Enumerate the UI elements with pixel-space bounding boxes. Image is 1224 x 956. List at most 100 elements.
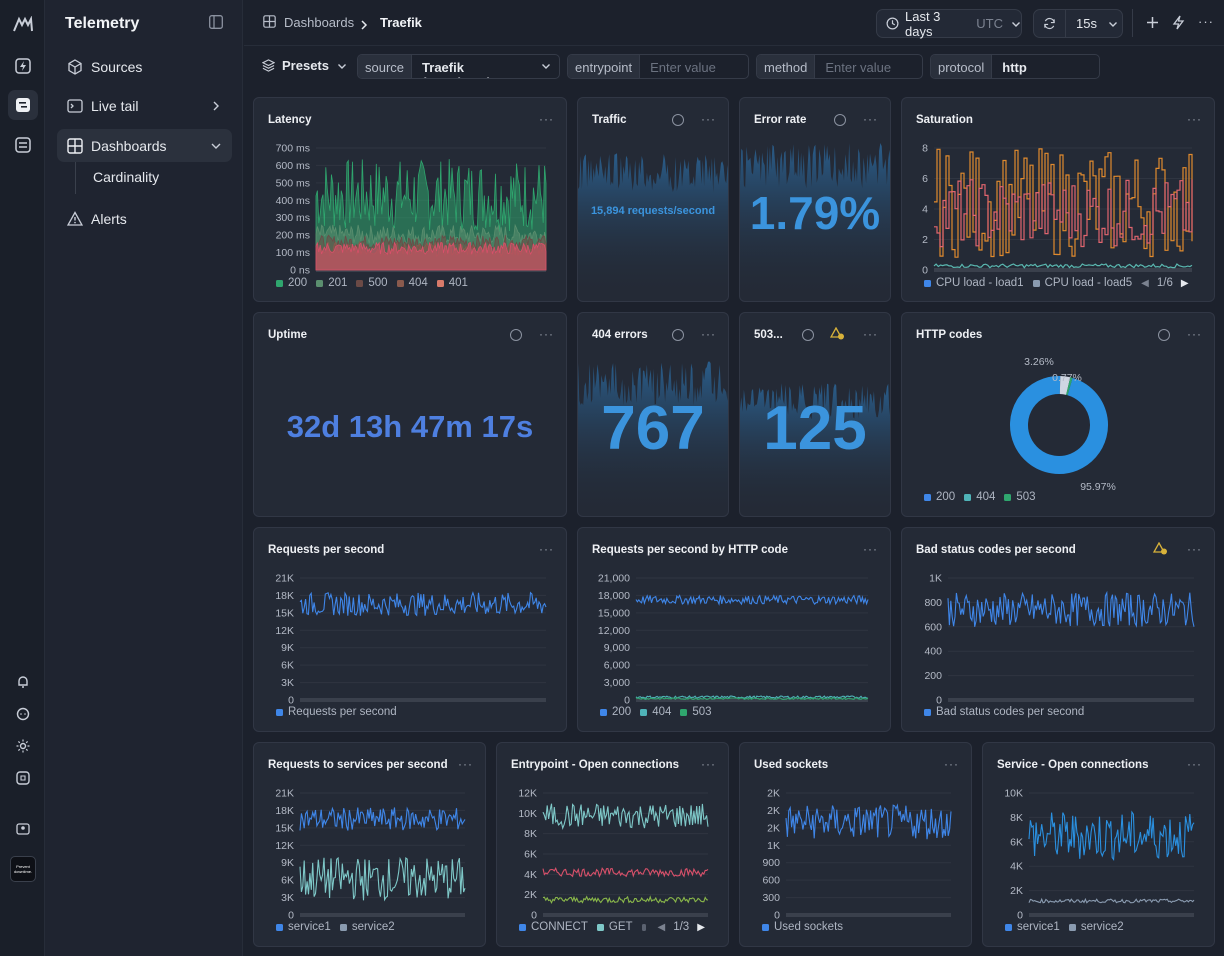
more-icon[interactable]: ··· <box>1198 14 1214 29</box>
legend-next-icon[interactable]: ▶ <box>697 921 705 933</box>
legend-item[interactable]: 200 <box>600 706 631 718</box>
legend-item[interactable]: 201 <box>316 277 347 289</box>
breadcrumb-dashboards[interactable]: Dashboards <box>284 15 355 30</box>
y-tick-label: 0 <box>288 695 294 707</box>
y-tick-label: 200 <box>924 670 942 682</box>
time-range-picker[interactable]: Last 3 days UTC <box>876 9 1022 39</box>
y-tick-label: 300 <box>762 892 780 904</box>
plus-icon[interactable] <box>1146 16 1159 34</box>
more-icon[interactable]: ··· <box>701 112 716 126</box>
series-line <box>635 695 869 700</box>
filter-source[interactable]: source Traefik (templates) <box>357 54 560 79</box>
series-line <box>299 856 466 902</box>
more-icon[interactable]: ··· <box>863 112 878 126</box>
more-icon[interactable]: ··· <box>701 757 716 771</box>
filter-value[interactable]: http <box>1002 60 1027 75</box>
legend-item[interactable]: 503 <box>1004 491 1036 503</box>
status-circle-icon[interactable] <box>834 114 846 126</box>
legend-item[interactable]: 503 <box>680 706 712 718</box>
filter-entrypoint[interactable]: entrypoint Enter value <box>567 54 749 79</box>
sparkline-background <box>740 383 890 516</box>
legend-item[interactable]: service1 <box>276 921 331 933</box>
more-icon[interactable]: ··· <box>701 327 716 341</box>
legend-prev-icon[interactable]: ◀ <box>657 921 666 933</box>
legend-item[interactable]: 500 <box>356 277 388 289</box>
legend-item[interactable]: CONNECT <box>519 921 588 933</box>
y-tick-label: 700 ms <box>276 143 310 155</box>
more-icon[interactable]: ··· <box>863 327 878 341</box>
panel-title: Latency <box>268 114 312 126</box>
series-line <box>1028 897 1195 904</box>
more-icon[interactable]: ··· <box>944 757 959 771</box>
refresh-interval-value[interactable]: 15s <box>1076 16 1097 31</box>
refresh-icon[interactable] <box>1034 10 1066 37</box>
saturation-chart: 8 6 4 2 0 <box>922 143 1193 277</box>
legend-item[interactable]: service2 <box>339 921 395 933</box>
legend-prev-icon[interactable]: ◀ <box>1141 277 1149 289</box>
collapse-sidebar-icon[interactable] <box>209 15 225 31</box>
panel-title: HTTP codes <box>916 329 983 341</box>
filter-input[interactable]: Enter value <box>825 60 892 75</box>
sun-icon[interactable] <box>8 731 38 761</box>
legend-page: 1/6 <box>1156 277 1173 289</box>
filter-protocol[interactable]: protocol http <box>930 54 1100 79</box>
logo-icon[interactable] <box>8 9 38 39</box>
settings-sliders-icon[interactable] <box>8 130 38 160</box>
chevron-down-icon <box>337 61 347 71</box>
chat-icon[interactable] <box>8 699 38 729</box>
panel-used-sockets: Used sockets ··· 2K 2K 2K 1K 900 600 300 0 Used… <box>739 742 972 947</box>
more-icon[interactable]: ··· <box>863 542 878 556</box>
sidebar-item-cardinality[interactable]: Cardinality <box>93 169 160 185</box>
filter-method[interactable]: method Enter value <box>756 54 923 79</box>
legend-item[interactable]: Used sockets <box>762 921 843 933</box>
warning-icon[interactable] <box>1152 541 1168 560</box>
more-icon[interactable]: ··· <box>539 542 554 556</box>
sidebar-item-live-tail[interactable]: Live tail <box>57 89 232 122</box>
legend-item[interactable]: 404 <box>396 277 428 289</box>
legend-item[interactable]: service2 <box>1068 921 1124 933</box>
sidebar-item-alerts[interactable]: Alerts <box>57 202 232 235</box>
status-circle-icon[interactable] <box>1158 329 1170 341</box>
legend-item[interactable]: 404 <box>640 706 671 718</box>
legend-item[interactable]: 200 <box>924 491 955 503</box>
more-icon[interactable]: ··· <box>1187 542 1202 556</box>
more-icon[interactable]: ··· <box>1187 757 1202 771</box>
status-circle-icon[interactable] <box>802 329 814 341</box>
lightning-icon[interactable] <box>1172 15 1185 35</box>
panel-503-errors: 503... ··· 125 <box>739 312 891 517</box>
legend-item[interactable]: Bad status codes per second <box>924 706 1084 718</box>
legend-item[interactable]: 401 <box>436 277 468 289</box>
avatar[interactable]: Prevent downtime. <box>10 856 36 882</box>
filter-input[interactable]: Enter value <box>650 60 716 75</box>
filter-value[interactable]: Traefik (templates) <box>422 60 491 78</box>
more-icon[interactable]: ··· <box>458 757 473 771</box>
command-icon[interactable] <box>8 763 38 793</box>
y-tick-label: 600 ms <box>276 160 310 172</box>
lightning-icon[interactable] <box>8 51 38 81</box>
y-tick-label: 6K <box>281 660 294 672</box>
legend-item[interactable]: 404 <box>964 491 995 503</box>
warning-icon[interactable] <box>829 326 845 345</box>
more-icon[interactable]: ··· <box>539 327 554 341</box>
y-tick-label: 500 ms <box>276 177 310 189</box>
more-icon[interactable]: ··· <box>1187 112 1202 126</box>
legend-item[interactable]: CPU load - load5 <box>1032 277 1132 289</box>
legend-item[interactable]: CPU load - load1 <box>924 277 1024 289</box>
status-circle-icon[interactable] <box>672 329 684 341</box>
bell-icon[interactable] <box>8 667 38 697</box>
sidebar-item-dashboards[interactable]: Dashboards <box>57 129 232 162</box>
panel-uptime: Uptime ··· 32d 13h 47m 17s <box>253 312 567 517</box>
presets-button[interactable]: Presets <box>262 58 347 73</box>
more-icon[interactable]: ··· <box>539 112 554 126</box>
status-circle-icon[interactable] <box>510 329 522 341</box>
legend-next-icon[interactable]: ▶ <box>1180 277 1189 289</box>
team-icon[interactable] <box>8 814 38 844</box>
legend-item[interactable]: 200 <box>276 277 307 289</box>
telemetry-icon[interactable] <box>8 90 38 120</box>
legend-item[interactable]: GET <box>596 921 633 933</box>
sidebar-item-sources[interactable]: Sources <box>57 50 232 83</box>
more-icon[interactable]: ··· <box>1187 327 1202 341</box>
legend-item[interactable]: Requests per second <box>276 706 397 718</box>
status-circle-icon[interactable] <box>672 114 684 126</box>
legend-item[interactable]: service1 <box>1005 921 1060 933</box>
